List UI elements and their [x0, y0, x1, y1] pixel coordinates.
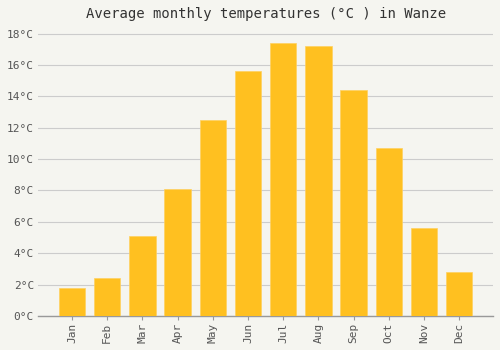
Bar [340, 90, 367, 316]
Bar [129, 236, 156, 316]
Bar [235, 71, 261, 316]
Bar [305, 46, 332, 316]
Bar [270, 43, 296, 316]
Bar [59, 288, 85, 316]
Bar [164, 189, 191, 316]
Bar [446, 272, 472, 316]
Bar [94, 278, 120, 316]
Bar [200, 120, 226, 316]
Bar [411, 228, 437, 316]
Title: Average monthly temperatures (°C ) in Wanze: Average monthly temperatures (°C ) in Wa… [86, 7, 446, 21]
Bar [376, 148, 402, 316]
